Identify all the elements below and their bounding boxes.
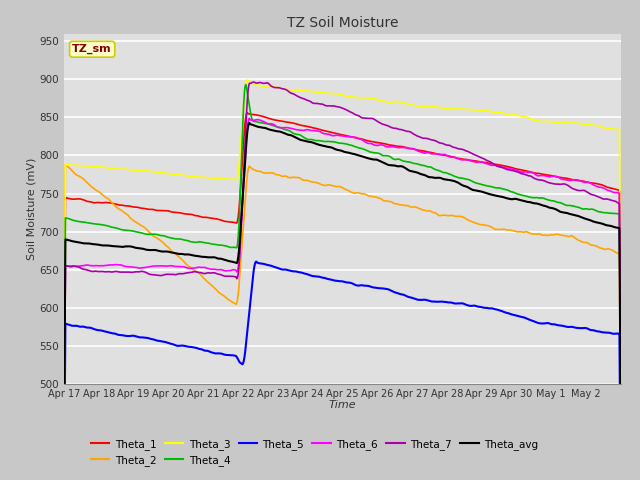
Theta_1: [243, 109, 251, 115]
Theta_avg: [617, 440, 625, 446]
Theta_1: [60, 421, 68, 427]
Theta_7: [399, 127, 406, 133]
Theta_6: [399, 144, 406, 150]
Theta_avg: [94, 242, 102, 248]
Theta_avg: [399, 164, 406, 169]
Theta_2: [60, 402, 68, 408]
Theta_2: [399, 202, 406, 208]
Line: Theta_7: Theta_7: [64, 82, 621, 466]
Theta_7: [483, 157, 491, 163]
Theta_1: [483, 160, 491, 166]
Theta_6: [94, 263, 102, 269]
Theta_3: [399, 100, 406, 106]
X-axis label: Time: Time: [328, 400, 356, 410]
Theta_3: [243, 77, 251, 83]
Theta_7: [540, 178, 548, 184]
Theta_3: [483, 108, 491, 114]
Theta_3: [60, 402, 68, 408]
Title: TZ Soil Moisture: TZ Soil Moisture: [287, 16, 398, 30]
Theta_5: [384, 287, 392, 292]
Theta_avg: [483, 191, 491, 196]
Theta_2: [540, 232, 548, 238]
Theta_4: [242, 82, 250, 87]
Theta_3: [384, 99, 392, 105]
Theta_6: [617, 419, 625, 425]
Theta_avg: [246, 120, 253, 126]
Theta_avg: [540, 203, 548, 209]
Theta_7: [617, 425, 625, 431]
Theta_4: [94, 221, 102, 227]
Theta_5: [415, 297, 423, 303]
Theta_4: [540, 195, 548, 201]
Y-axis label: Soil Moisture (mV): Soil Moisture (mV): [27, 157, 36, 260]
Theta_3: [94, 164, 102, 169]
Theta_1: [399, 144, 406, 150]
Theta_5: [540, 321, 548, 326]
Theta_4: [384, 153, 392, 159]
Theta_3: [415, 103, 423, 109]
Theta_1: [384, 142, 392, 147]
Theta_3: [617, 381, 625, 386]
Theta_6: [483, 161, 491, 167]
Theta_7: [415, 134, 423, 140]
Theta_2: [483, 223, 491, 228]
Theta_5: [399, 292, 406, 298]
Theta_6: [415, 149, 423, 155]
Theta_2: [415, 205, 423, 211]
Theta_4: [399, 158, 406, 164]
Theta_4: [617, 432, 625, 437]
Line: Theta_4: Theta_4: [64, 84, 621, 437]
Theta_2: [61, 162, 69, 168]
Theta_6: [60, 463, 68, 468]
Theta_7: [384, 123, 392, 129]
Theta_3: [540, 119, 548, 124]
Theta_2: [617, 456, 625, 461]
Theta_1: [94, 200, 102, 205]
Line: Theta_3: Theta_3: [64, 80, 621, 405]
Theta_5: [483, 305, 491, 311]
Text: TZ_sm: TZ_sm: [72, 44, 112, 54]
Theta_4: [415, 162, 423, 168]
Theta_4: [483, 183, 491, 189]
Theta_7: [60, 463, 68, 468]
Theta_6: [540, 173, 548, 179]
Theta_2: [95, 189, 102, 194]
Theta_avg: [60, 447, 68, 453]
Legend: Theta_1, Theta_2, Theta_3, Theta_4, Theta_5, Theta_6, Theta_7, Theta_avg: Theta_1, Theta_2, Theta_3, Theta_4, Thet…: [86, 435, 543, 470]
Theta_5: [253, 259, 260, 264]
Theta_5: [94, 327, 102, 333]
Theta_1: [540, 171, 548, 177]
Theta_avg: [384, 162, 392, 168]
Theta_6: [246, 115, 253, 121]
Theta_1: [415, 147, 423, 153]
Theta_7: [94, 269, 102, 275]
Theta_4: [60, 434, 68, 440]
Line: Theta_avg: Theta_avg: [64, 123, 621, 450]
Line: Theta_6: Theta_6: [64, 118, 621, 466]
Theta_1: [617, 418, 625, 423]
Theta_2: [384, 198, 392, 204]
Theta_7: [250, 79, 257, 85]
Line: Theta_2: Theta_2: [64, 165, 621, 458]
Line: Theta_5: Theta_5: [64, 262, 621, 480]
Theta_6: [384, 144, 392, 150]
Line: Theta_1: Theta_1: [64, 112, 621, 424]
Theta_avg: [415, 170, 423, 176]
